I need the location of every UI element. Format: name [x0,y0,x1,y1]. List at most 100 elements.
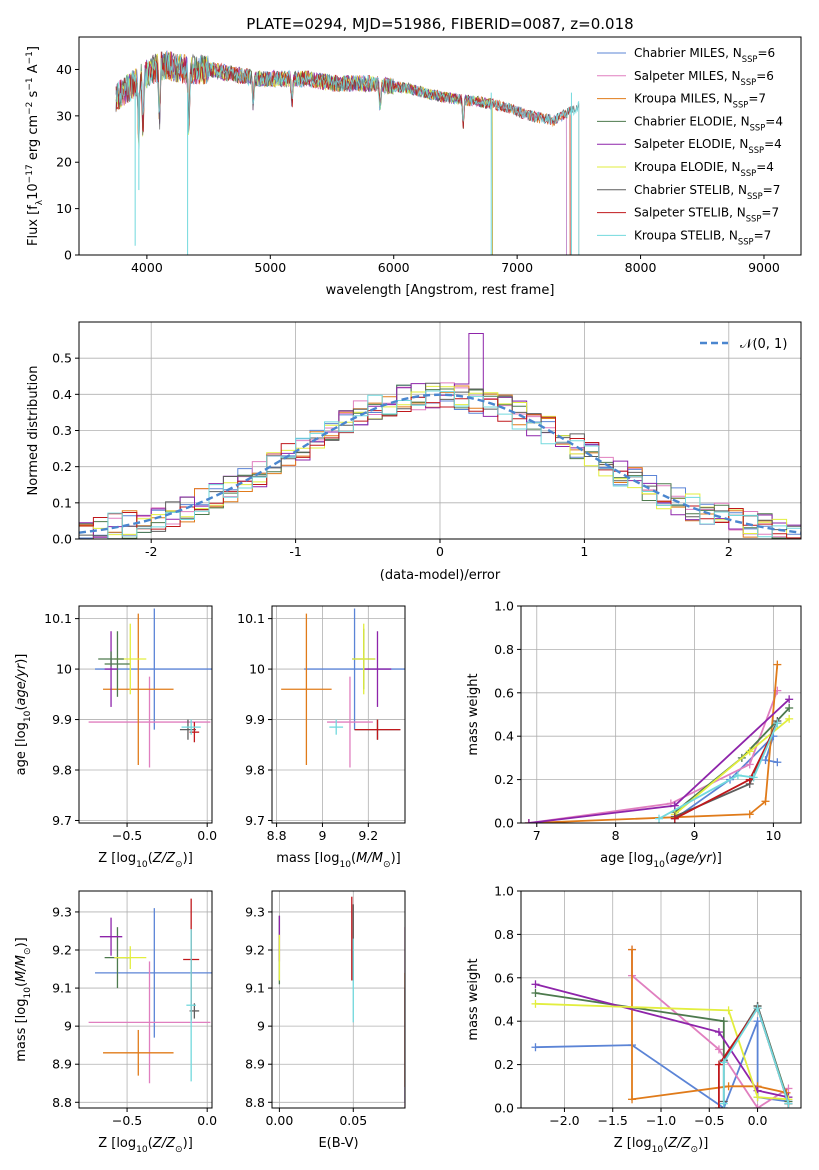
plot-area [531,945,793,1108]
x-tick-label: -1 [289,544,301,559]
axes-frame [78,890,213,1109]
x-tick-label: 6000 [378,260,410,275]
panel-mass_ebv: 0.00 0.05 8.8 8.9 9 9.1 9.2 9.3 E(B-V) [245,890,406,1151]
y-tick-label: 10.1 [44,611,72,626]
plot-area [79,333,801,539]
y-tick-label: 10 [249,662,265,677]
y-tick-label: 0.6 [494,970,514,985]
x-tick-label: 0.0 [197,828,217,843]
y-tick-label: 9 [64,1019,72,1034]
plot-area [281,608,405,768]
y-tick-label: 0.4 [494,729,514,744]
panel-mw_age: 7 8 9 10 0.0 0.2 0.4 0.6 0.8 1.0 age [log10(age/yr… [466,599,802,870]
y-tick-label: 9.7 [245,813,265,828]
weight-line-9 [658,722,779,820]
legend-entry: Salpeter MILES, NSSP=6 [634,69,774,87]
y-tick-label: 9.1 [52,981,72,996]
x-tick-label: 0.05 [339,1113,367,1128]
histogram-5 [79,333,801,538]
y-tick-label: 9.9 [245,712,265,727]
y-axis-label: mass weight [466,958,481,1040]
y-tick-label: 9.7 [52,813,72,828]
y-tick-label: 10.1 [237,611,265,626]
y-tick-label: 9.2 [52,943,72,958]
y-tick-label: 20 [56,155,72,170]
y-tick-label: 0.5 [52,351,72,366]
x-axis-label: mass [log10(M/M⊙)] [276,851,400,870]
y-tick-label: 0.2 [494,1057,514,1072]
spectrum-line-9 [115,50,580,255]
y-tick-label: 8.8 [245,1095,265,1110]
panel-age_mass: 8.8 9 9.2 9.7 9.8 9.9 10 10.1 mass [log10(M/M⊙)] [237,605,406,870]
axes-frame [520,605,802,824]
x-axis-label: Z [log10(Z/Z⊙)] [98,851,193,870]
panel-mw_Z: −2.0 −1.5 −1.0 −0.5 0.0 0.0 0.2 0.4 0.6 0.8 1.0 Z [… [466,884,802,1155]
normal-curve [79,393,801,534]
axes: -2 -1 0 1 2 0.0 0.1 0.2 0.3 0.4 0.5 (data-model)/er… [26,321,802,583]
y-tick-label: 10 [56,662,72,677]
y-tick-label: 9.8 [52,763,72,778]
weight-line-1 [674,735,778,820]
y-axis-label: mass weight [466,673,481,755]
y-tick-label: 0.2 [494,772,514,787]
legend: 𝒩(0, 1) [700,337,787,352]
x-tick-label: 9 [691,828,699,843]
x-tick-label: 2 [725,544,733,559]
panel-mass_Z: −0.5 0.0 8.8 8.9 9 9.1 9.2 9.3 Z [log10(Z/Z⊙)] ma… [14,890,217,1155]
y-tick-label: 9.8 [245,763,265,778]
x-tick-label: 4000 [131,260,163,275]
axes-frame [271,890,406,1109]
x-tick-label: 9.2 [358,828,378,843]
y-axis-label: age [log10(age/yr)] [14,654,33,776]
x-tick-label: 0.00 [265,1113,293,1128]
y-tick-label: 0.8 [494,927,514,942]
x-tick-label: 7 [533,828,541,843]
weight-line-6 [535,1002,789,1101]
x-axis-label: E(B-V) [318,1136,358,1151]
x-axis-label: wavelength [Angstrom, rest frame] [326,283,555,298]
y-tick-label: 9.9 [52,712,72,727]
y-tick-label: 1.0 [494,599,514,614]
y-axis-label: Flux [fλ10−17 erg cm−2 s−1 A−1] [25,46,45,246]
y-tick-label: 0.0 [52,532,72,547]
x-tick-label: −0.5 [112,1113,142,1128]
plot-area [115,50,580,255]
y-tick-label: 0.0 [494,1101,514,1116]
y-tick-label: 8.8 [52,1095,72,1110]
x-axis-label: (data-model)/error [380,568,501,583]
x-tick-label: 10 [765,828,781,843]
x-tick-label: −0.5 [112,828,142,843]
x-tick-label: 5000 [254,260,286,275]
x-tick-label: 7000 [501,260,533,275]
figure-title: PLATE=0294, MJD=51986, FIBERID=0087, z=0… [246,15,633,33]
legend-entry: Kroupa MILES, NSSP=7 [634,92,766,110]
y-tick-label: 9.2 [245,943,265,958]
legend-entry: Chabrier MILES, NSSP=6 [634,46,775,64]
x-tick-label: -2 [145,544,157,559]
x-axis-label: Z [log10(Z/Z⊙)] [98,1136,193,1155]
axes-frame [271,605,406,824]
legend-entry: Chabrier STELIB, NSSP=7 [634,183,780,201]
legend-entry: 𝒩(0, 1) [740,337,787,352]
y-tick-label: 9 [257,1019,265,1034]
y-tick-label: 9.3 [52,904,72,919]
y-axis-label: mass [log10(M/M⊙)] [14,937,33,1061]
axes: −0.5 0.0 8.8 8.9 9 9.1 9.2 9.3 Z [log10(Z/Z⊙)] ma… [14,890,217,1155]
plot-area [524,660,794,823]
x-tick-label: −2.0 [549,1113,579,1128]
y-tick-label: 10 [56,201,72,216]
legend: Chabrier MILES, NSSP=6 Salpeter MILES, NS… [597,46,783,246]
y-axis-label: Normed distribution [26,366,41,496]
x-tick-label: −1.5 [598,1113,628,1128]
x-tick-label: 0.0 [748,1113,768,1128]
histogram-9 [79,390,801,539]
x-tick-label: 9000 [748,260,780,275]
y-tick-label: 40 [56,62,72,77]
x-tick-label: 0 [436,544,444,559]
plot-area [278,896,405,1108]
axes: 7 8 9 10 0.0 0.2 0.4 0.6 0.8 1.0 age [log10(age/yr… [466,599,802,870]
axes: 4000 5000 6000 7000 8000 9000 0 10 20 30 40 wavelen… [25,36,802,298]
plot-area [88,608,212,768]
x-axis-label: age [log10(age/yr)] [600,851,722,870]
